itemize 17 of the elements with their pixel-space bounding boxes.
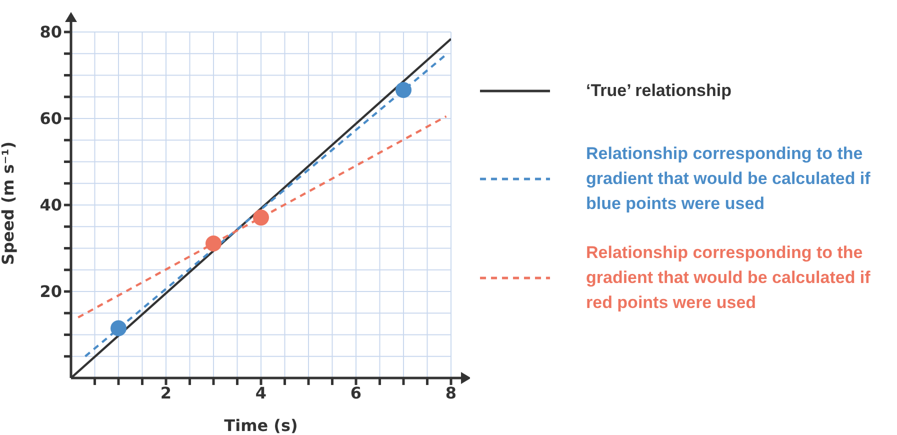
legend-label: Relationship corresponding to the gradient that would be calculated if red points were used	[586, 242, 872, 314]
y-tick-label: 20	[40, 282, 62, 302]
x-tick-label: 4	[255, 383, 267, 402]
y-tick-label: 40	[40, 196, 62, 215]
y-tick-label: 60	[40, 109, 62, 128]
x-tick-label: 6	[350, 383, 362, 402]
x-axis-title: Time (s)	[224, 416, 298, 435]
legend-label: Relationship corresponding to the gradient that would be calculated if blue points were used	[586, 143, 872, 215]
x-tick-label: 2	[160, 383, 172, 402]
y-axis-title: Speed (m s⁻¹)	[0, 141, 18, 265]
y-tick-label: 80	[40, 22, 62, 42]
x-tick-label: 8	[445, 383, 457, 402]
point	[110, 320, 126, 336]
point	[253, 210, 269, 226]
legend-label: ‘True’ relationship	[586, 80, 732, 102]
point	[206, 235, 222, 252]
point	[396, 82, 412, 98]
